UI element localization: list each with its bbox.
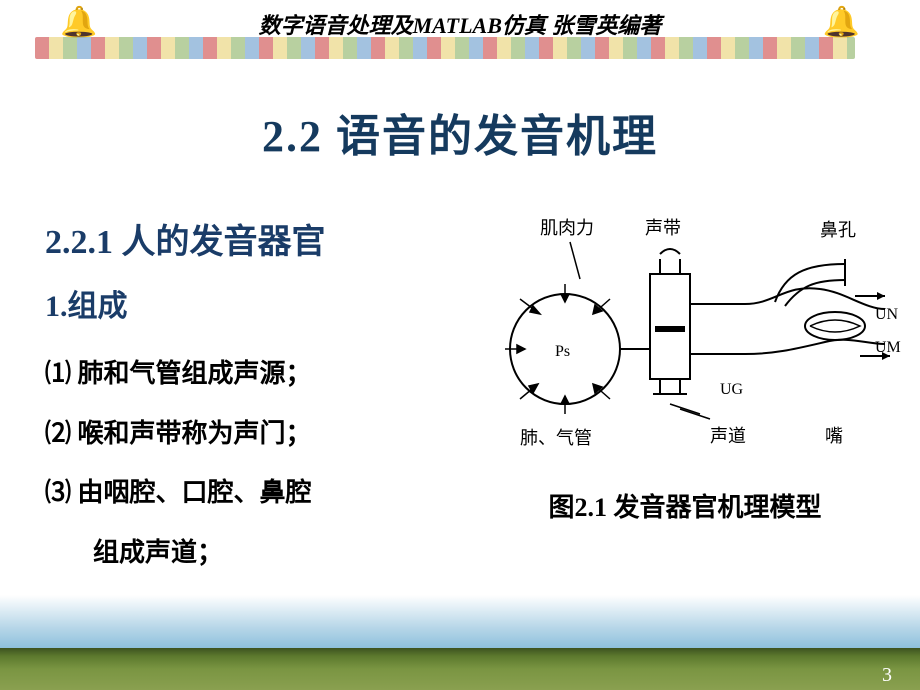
figure-caption: 图2.1 发音器官机理模型 (465, 487, 905, 524)
list-item: ⑶ 由咽腔、口腔、鼻腔 (45, 472, 465, 514)
label-ps: Ps (555, 343, 570, 360)
label-ug: UG (720, 381, 744, 398)
footer-scenery: 3 (0, 600, 920, 690)
footer-grass (0, 648, 920, 690)
label-nose: 鼻孔 (820, 220, 856, 240)
header-text: 数字语音处理及MATLAB仿真 张雪英编著 (0, 0, 920, 40)
list-item: 组成声道； (45, 532, 465, 574)
vocal-organ-diagram: Ps 肌肉力 声带 (465, 214, 905, 464)
subsection-title: 2.2.1 人的发音器官 (45, 214, 465, 263)
label-un: UN (875, 306, 899, 323)
content-area: 2.2.1 人的发音器官 1.组成 ⑴ 肺和气管组成声源； ⑵ 喉和声带称为声门… (0, 164, 920, 591)
footer-sky (0, 595, 920, 650)
page-number: 3 (882, 664, 892, 687)
label-tract: 声道 (710, 426, 746, 446)
label-lung: 肺、气管 (520, 428, 592, 448)
music-notes-divider (35, 37, 855, 59)
bell-icon-right: 🔔 (823, 5, 860, 40)
label-muscle: 肌肉力 (540, 218, 594, 238)
list-item: ⑵ 喉和声带称为声门； (45, 413, 465, 455)
label-mouth: 嘴 (825, 426, 843, 446)
list-item: ⑴ 肺和气管组成声源； (45, 353, 465, 395)
label-um: UM (875, 339, 901, 356)
left-column: 2.2.1 人的发音器官 1.组成 ⑴ 肺和气管组成声源； ⑵ 喉和声带称为声门… (45, 184, 465, 591)
page-title: 2.2 语音的发音机理 (0, 100, 920, 164)
right-column: Ps 肌肉力 声带 (465, 184, 905, 591)
compose-heading: 1.组成 (45, 281, 465, 325)
label-cords: 声带 (645, 218, 681, 238)
bell-icon-left: 🔔 (60, 5, 97, 40)
